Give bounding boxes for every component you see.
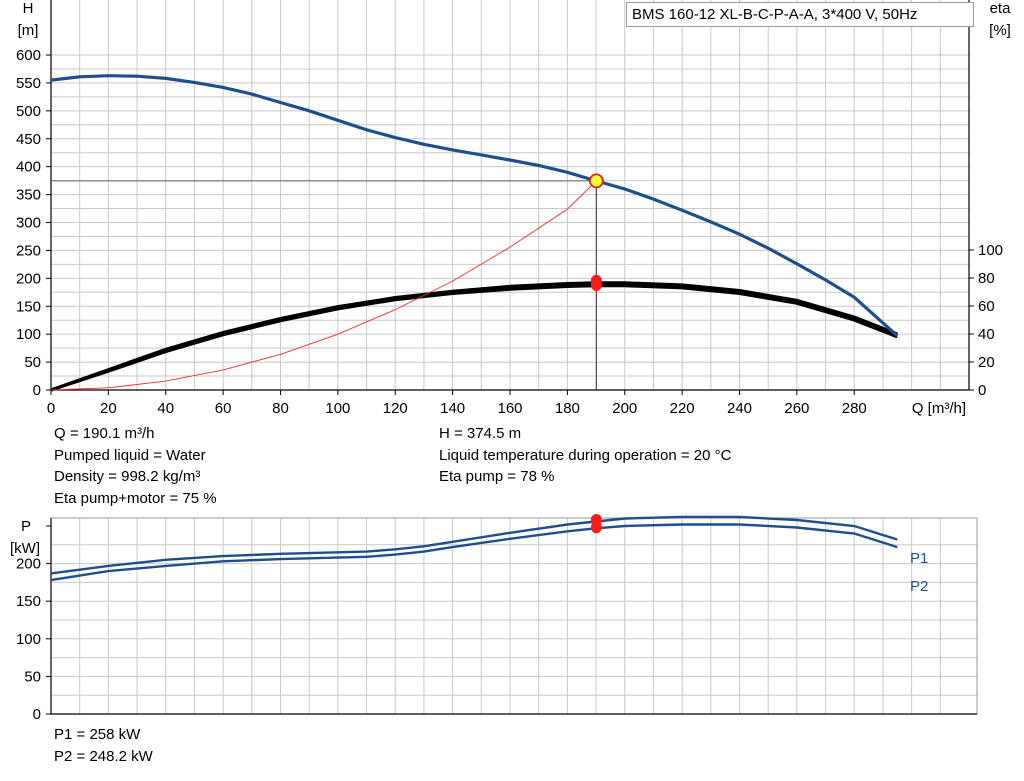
x-tick-label: 0 — [47, 400, 55, 417]
y-right-tick-label: 40 — [978, 326, 995, 343]
info-density: Density = 998.2 kg/m³ — [54, 468, 201, 485]
eta-curve-pump — [50, 284, 898, 392]
x-tick-label: 40 — [157, 400, 174, 417]
y-left-tick-label: 300 — [16, 215, 41, 232]
y-right-unit: [%] — [989, 22, 1011, 39]
power-y-tick-label: 50 — [24, 668, 41, 685]
y-left-tick-label: 400 — [16, 159, 41, 176]
power-frame — [50, 517, 978, 715]
y-right-tick-label: 100 — [978, 242, 1003, 259]
y-left-tick-label: 100 — [16, 326, 41, 343]
y-left-tick-label: 350 — [16, 187, 41, 204]
power-y-tick-label: 150 — [16, 593, 41, 610]
y-left-tick-label: 550 — [16, 75, 41, 92]
x-tick-label: 200 — [612, 400, 637, 417]
y-right-tick-label: 0 — [978, 382, 986, 399]
x-tick-label: 20 — [100, 400, 117, 417]
power-y-unit: [kW] — [10, 540, 40, 557]
power-y-label: P — [21, 518, 31, 535]
y-left-unit: [m] — [18, 22, 39, 39]
x-tick-label: 220 — [670, 400, 695, 417]
y-left-tick-label: 150 — [16, 298, 41, 315]
y-left-tick-label: 50 — [24, 354, 41, 371]
y-right-tick-label: 60 — [978, 298, 995, 315]
info-temperature: Liquid temperature during operation = 20… — [439, 447, 732, 464]
y-left-tick-label: 500 — [16, 103, 41, 120]
readout-p2: P2 = 248.2 kW — [54, 748, 153, 765]
chart-title: BMS 160-12 XL-B-C-P-A-A, 3*400 V, 50Hz — [626, 2, 974, 27]
eta-operating-point — [590, 279, 602, 291]
x-tick-label: 160 — [497, 400, 522, 417]
x-tick-label: 60 — [215, 400, 232, 417]
power-y-tick-label: 200 — [16, 556, 41, 573]
info-flow: Q = 190.1 m³/h — [54, 425, 155, 442]
power-curve-p1 — [50, 515, 898, 575]
info-eta-total: Eta pump+motor = 75 % — [54, 490, 217, 507]
y-left-tick-label: 600 — [16, 47, 41, 64]
x-axis-label: Q [m³/h] — [912, 400, 966, 417]
info-liquid: Pumped liquid = Water — [54, 447, 206, 464]
x-tick-label: 80 — [272, 400, 289, 417]
y-left-tick-label: 450 — [16, 131, 41, 148]
power-y-tick-label: 0 — [33, 706, 41, 723]
x-tick-label: 280 — [842, 400, 867, 417]
info-eta-pump: Eta pump = 78 % — [439, 468, 555, 485]
readout-p1: P1 = 258 kW — [54, 726, 141, 743]
x-tick-label: 180 — [555, 400, 580, 417]
x-tick-label: 240 — [727, 400, 752, 417]
power-curve-p2 — [50, 523, 898, 582]
power-legend-p2: P2 — [910, 578, 928, 595]
x-tick-label: 100 — [325, 400, 350, 417]
power-y-tick-label: 100 — [16, 631, 41, 648]
x-tick-label: 120 — [383, 400, 408, 417]
x-tick-label: 140 — [440, 400, 465, 417]
info-head: H = 374.5 m — [439, 425, 522, 442]
duty-point-marker — [588, 173, 604, 189]
y-right-tick-label: 20 — [978, 354, 995, 371]
y-left-label: H — [23, 0, 34, 17]
y-right-tick-label: 80 — [978, 270, 995, 287]
power-legend-p1: P1 — [910, 550, 928, 567]
eta-curve-total — [50, 281, 898, 392]
y-left-tick-label: 250 — [16, 242, 41, 259]
y-left-tick-label: 200 — [16, 270, 41, 287]
y-right-label: eta — [990, 0, 1012, 17]
head-curve — [50, 74, 899, 337]
system-curve — [50, 180, 597, 391]
x-tick-label: 260 — [784, 400, 809, 417]
power-operating-point — [590, 521, 602, 534]
y-left-tick-label: 0 — [33, 382, 41, 399]
